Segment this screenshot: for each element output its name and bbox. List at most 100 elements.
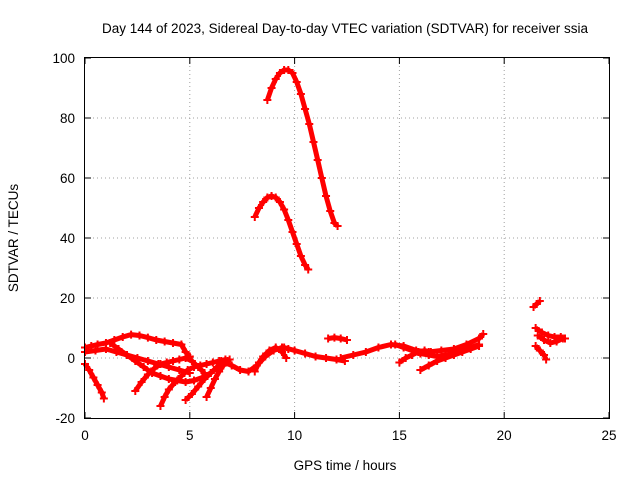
data-point	[215, 367, 224, 376]
data-point	[433, 357, 442, 365]
data-point	[217, 357, 226, 365]
data-point	[441, 354, 450, 362]
data-point	[416, 366, 425, 374]
data-point	[85, 366, 94, 374]
data-point	[208, 358, 217, 367]
data-point	[202, 360, 211, 368]
data-point	[540, 351, 549, 359]
data-point	[194, 382, 203, 391]
data-series	[81, 66, 569, 410]
data-point	[114, 345, 123, 353]
data-point	[349, 351, 358, 359]
data-point	[275, 198, 284, 206]
data-point	[101, 345, 110, 353]
data-point	[156, 402, 165, 410]
data-point	[479, 330, 488, 338]
data-point	[301, 261, 310, 269]
data-point	[254, 204, 263, 212]
data-point	[93, 381, 102, 389]
x-tick-label: 10	[287, 428, 302, 443]
data-point	[271, 193, 280, 202]
data-point	[271, 75, 280, 83]
data-point	[143, 370, 152, 379]
y-axis-label: SDTVAR / TECUs	[6, 184, 21, 293]
data-point	[401, 354, 410, 362]
data-point	[196, 361, 205, 370]
data-point	[267, 192, 276, 200]
data-point	[250, 213, 259, 221]
data-point	[202, 393, 211, 401]
data-point	[89, 373, 98, 382]
data-point	[206, 384, 215, 392]
data-point	[292, 78, 301, 86]
data-point	[332, 355, 341, 364]
data-point	[183, 366, 192, 374]
data-point	[280, 205, 289, 214]
data-point	[189, 363, 198, 371]
data-point	[259, 352, 268, 361]
data-point	[475, 342, 484, 350]
data-point	[164, 375, 173, 383]
data-point	[304, 265, 313, 274]
data-point	[540, 336, 549, 344]
data-point	[544, 331, 553, 340]
y-tick-label: 20	[60, 291, 75, 306]
data-point	[326, 207, 335, 215]
data-point	[152, 336, 161, 344]
data-point	[91, 346, 100, 355]
data-point	[169, 339, 178, 347]
data-point	[533, 331, 542, 340]
data-point	[164, 385, 173, 394]
data-point	[458, 348, 467, 356]
y-tick-label: 0	[67, 351, 75, 366]
series-arc-a	[84, 332, 192, 359]
data-point	[322, 354, 331, 362]
data-point	[143, 333, 152, 342]
chart-title: Day 144 of 2023, Sidereal Day-to-day VTE…	[102, 21, 588, 36]
x-axis-label: GPS time / hours	[294, 458, 397, 473]
data-point	[284, 66, 293, 74]
data-point	[175, 355, 184, 364]
data-point	[254, 358, 263, 367]
data-point	[531, 324, 540, 332]
data-point	[110, 336, 119, 344]
data-point	[135, 331, 144, 340]
data-point	[200, 375, 209, 383]
data-point	[131, 357, 140, 365]
data-point	[296, 252, 305, 260]
data-point	[250, 367, 259, 376]
data-point	[311, 352, 320, 361]
data-point	[374, 343, 383, 352]
data-point	[292, 240, 301, 248]
data-point	[305, 120, 314, 128]
data-point	[189, 376, 198, 385]
data-point	[407, 351, 416, 359]
y-tick-label: 100	[52, 51, 75, 66]
data-point	[160, 393, 169, 401]
y-tick-label: -20	[55, 411, 75, 426]
data-point	[301, 105, 310, 113]
data-point	[131, 387, 140, 395]
data-point	[169, 357, 178, 365]
data-point	[288, 69, 297, 77]
data-point	[263, 193, 272, 202]
data-point	[162, 358, 171, 367]
data-point	[535, 297, 544, 305]
data-point	[259, 198, 268, 206]
data-point	[395, 358, 404, 367]
data-point	[137, 378, 146, 386]
data-point	[271, 343, 280, 352]
axis-ticks: 0 5 10 15 20 25 -20 0 20 40 60 80 100	[52, 51, 616, 443]
grid-lines	[85, 58, 609, 418]
data-point	[296, 90, 305, 98]
data-point	[537, 328, 546, 337]
series-arc-r	[533, 344, 549, 361]
data-point	[535, 346, 544, 355]
x-tick-label: 15	[392, 428, 407, 443]
y-tick-label: 40	[60, 231, 75, 246]
data-point	[322, 192, 331, 200]
data-point	[143, 357, 152, 365]
data-point	[301, 349, 310, 358]
data-point	[181, 378, 190, 386]
